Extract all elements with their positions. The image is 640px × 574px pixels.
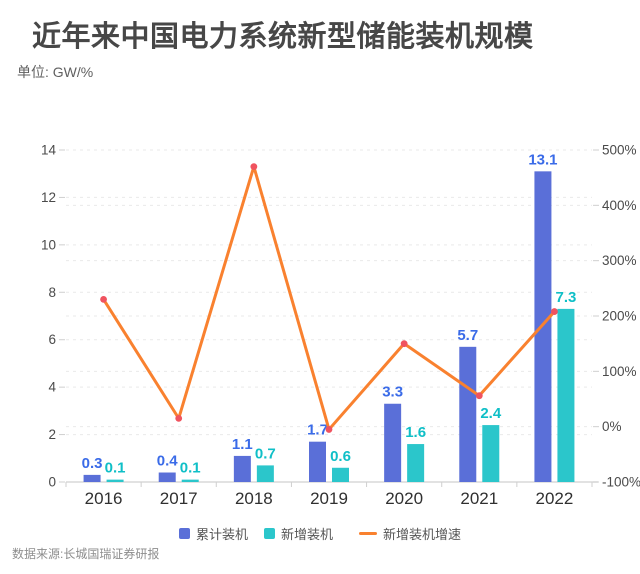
left-axis-label-0: 0: [48, 475, 56, 490]
legend-label-growth: 新增装机增速: [383, 527, 462, 542]
growth-point-2019: [325, 426, 333, 433]
new-legend-swatch-icon: [263, 528, 275, 539]
x-axis-label-2022: 2022: [536, 489, 574, 508]
x-axis-label-2019: 2019: [310, 489, 348, 508]
cumulative-bar-2020: [384, 403, 402, 482]
left-axis-label-8: 8: [48, 285, 56, 300]
new-value-label-2018: 0.7: [255, 445, 276, 462]
growth-line-swatch-icon: [359, 532, 377, 535]
cumulative-value-label-2021: 5.7: [457, 327, 478, 344]
x-axis-label-2017: 2017: [160, 489, 198, 508]
new-bar-2016: [106, 479, 124, 482]
new-value-label-2022: 7.3: [555, 289, 576, 306]
new-bar-2021: [482, 425, 500, 482]
left-axis-label-6: 6: [48, 332, 56, 347]
right-axis-label-0%: 0%: [602, 419, 622, 434]
chart-title: 近年来中国电力系统新型储能装机规模: [32, 21, 534, 53]
right-axis-label-100%: 100%: [602, 364, 637, 379]
right-axis-label-200%: 200%: [602, 309, 637, 324]
legend-item-new[interactable]: 新增装机: [263, 524, 333, 543]
legend-item-cumulative[interactable]: 累计装机: [178, 524, 248, 543]
new-bar-2019: [332, 467, 349, 482]
cumulative-legend-swatch-icon: [178, 528, 190, 539]
growth-point-2018: [250, 163, 258, 171]
data-source: 数据来源:长城国瑞证券研报: [12, 547, 160, 561]
new-bar-2022: [557, 308, 575, 482]
legend-label-new: 新增装机: [280, 527, 333, 542]
cumulative-value-label-2020: 3.3: [382, 384, 403, 401]
cumulative-bar-2018: [233, 455, 251, 482]
growth-point-2022: [551, 308, 558, 315]
right-axis-label-400%: 400%: [602, 198, 637, 213]
left-axis-label-4: 4: [48, 380, 56, 395]
new-value-label-2020: 1.6: [405, 424, 426, 441]
legend-item-growth[interactable]: 新增装机增速: [359, 524, 461, 543]
x-axis-label-2018: 2018: [235, 489, 273, 508]
legend-label-cumulative: 累计装机: [195, 527, 248, 542]
left-axis-label-12: 12: [41, 190, 56, 205]
cumulative-value-label-2017: 0.4: [157, 453, 179, 470]
right-axis-label--100%: -100%: [602, 475, 640, 490]
x-axis-label-2016: 2016: [85, 489, 123, 508]
right-axis-label-500%: 500%: [602, 143, 637, 158]
cumulative-value-label-2016: 0.3: [82, 455, 103, 472]
growth-point-2021: [475, 392, 483, 400]
cumulative-bar-2021: [459, 346, 477, 482]
new-value-label-2019: 0.6: [330, 448, 351, 465]
left-axis-label-2: 2: [48, 427, 56, 442]
unit-label: 单位: GW/%: [17, 64, 94, 80]
left-axis-label-14: 14: [41, 143, 57, 158]
right-axis-label-300%: 300%: [602, 253, 637, 268]
cumulative-value-label-2018: 1.1: [232, 436, 253, 453]
growth-point-2016: [100, 296, 107, 303]
x-axis-label-2021: 2021: [460, 489, 498, 508]
cumulative-bar-2019: [309, 441, 326, 482]
left-axis-label-10: 10: [41, 237, 56, 252]
growth-point-2017: [175, 414, 183, 422]
legend: 累计装机 新增装机 新增装机增速: [0, 524, 640, 543]
growth-line: [102, 165, 556, 431]
growth-point-2020: [400, 340, 408, 348]
new-value-label-2016: 0.1: [105, 460, 126, 477]
new-bar-2018: [256, 465, 274, 482]
cumulative-bar-2016: [83, 474, 101, 482]
x-axis-label-2020: 2020: [385, 489, 423, 508]
new-bar-2017: [181, 479, 199, 482]
cumulative-value-label-2022: 13.1: [528, 151, 557, 168]
new-bar-2020: [407, 444, 425, 482]
cumulative-value-label-2019: 1.7: [307, 422, 328, 439]
new-value-label-2017: 0.1: [180, 460, 201, 477]
new-value-label-2021: 2.4: [480, 405, 502, 422]
cumulative-bar-2017: [158, 472, 176, 482]
